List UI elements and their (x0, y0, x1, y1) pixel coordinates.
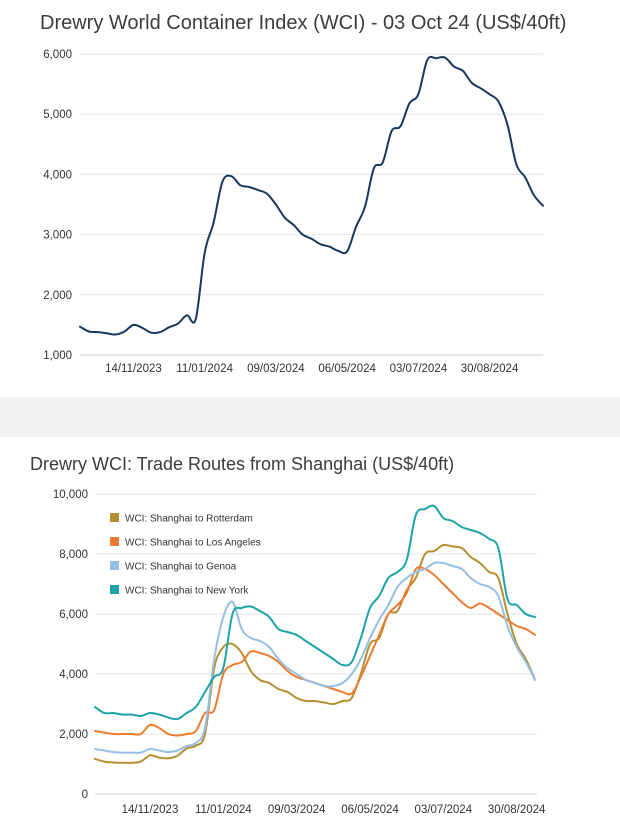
y-tick-label: 4,000 (59, 669, 88, 681)
y-tick-label: 0 (82, 789, 88, 801)
series-line-2 (94, 561, 536, 754)
x-tick-label: 11/01/2024 (176, 363, 233, 375)
wci-chart-title: Drewry World Container Index (WCI) - 03 … (40, 12, 567, 34)
y-tick-label: 1,000 (43, 350, 72, 362)
x-tick-label: 14/11/2023 (122, 804, 179, 816)
legend-swatch-3 (110, 585, 119, 594)
series-line-0 (94, 543, 536, 764)
x-tick-label: 30/08/2024 (461, 363, 519, 375)
y-tick-label: 2,000 (59, 729, 88, 741)
series-line-3 (94, 504, 536, 721)
legend-swatch-0 (110, 513, 119, 522)
series-line-0 (79, 55, 544, 336)
legend-swatch-2 (110, 561, 119, 570)
legend-label-1: WCI: Shanghai to Los Angeles (125, 538, 261, 549)
x-tick-label: 09/03/2024 (247, 363, 305, 375)
y-tick-label: 6,000 (43, 49, 72, 61)
y-tick-label: 5,000 (43, 109, 72, 121)
y-tick-label: 3,000 (43, 230, 72, 242)
legend-label-2: WCI: Shanghai to Genoa (125, 562, 237, 573)
wci-line-chart: 1,000 2,000 3,000 4,000 5,000 6,000 14/11/2023… (43, 49, 544, 375)
x-tick-label: 09/03/2024 (268, 804, 326, 816)
wci-chart-panel: Drewry World Container Index (WCI) - 03 … (0, 0, 620, 397)
trade-routes-chart-title: Drewry WCI: Trade Routes from Shanghai (… (30, 454, 455, 474)
panel-divider (0, 397, 620, 437)
x-tick-label: 30/08/2024 (488, 804, 546, 816)
y-tick-label: 2,000 (43, 290, 72, 302)
x-tick-label: 11/01/2024 (195, 804, 252, 816)
y-tick-label: 4,000 (43, 169, 72, 181)
x-tick-label: 06/05/2024 (341, 804, 399, 816)
legend-swatch-1 (110, 537, 119, 546)
legend-label-0: WCI: Shanghai to Rotterdam (125, 514, 253, 525)
trade-routes-line-chart: 0 2,000 4,000 6,000 8,000 10,000 14/11/2023 11/… (53, 489, 546, 816)
x-tick-label: 03/07/2024 (390, 363, 448, 375)
y-tick-label: 6,000 (59, 609, 88, 621)
x-tick-label: 14/11/2023 (105, 363, 162, 375)
legend-label-3: WCI: Shanghai to New York (125, 586, 249, 597)
x-tick-label: 03/07/2024 (415, 804, 473, 816)
x-tick-label: 06/05/2024 (318, 363, 376, 375)
trade-routes-chart-panel: Drewry WCI: Trade Routes from Shanghai (… (0, 437, 620, 826)
y-tick-label: 8,000 (59, 549, 88, 561)
y-tick-label: 10,000 (53, 489, 88, 501)
